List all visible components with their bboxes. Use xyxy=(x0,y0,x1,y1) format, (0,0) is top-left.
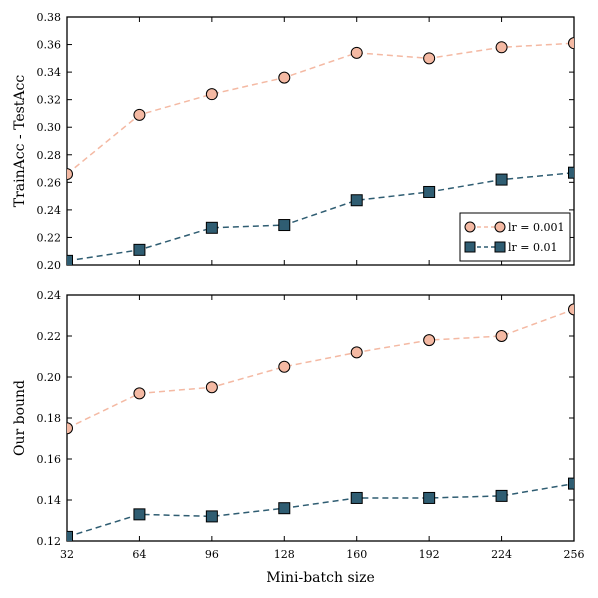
y-tick-label: 0.22 xyxy=(37,330,62,343)
data-point-square xyxy=(495,173,508,186)
data-point-circle xyxy=(423,52,436,65)
data-point-circle xyxy=(67,168,73,181)
data-point-circle xyxy=(568,303,574,316)
x-tick-label: 96 xyxy=(205,548,219,561)
data-point-circle xyxy=(495,330,508,342)
data-point-circle xyxy=(67,422,73,435)
data-point-square xyxy=(423,491,436,504)
data-point-square xyxy=(350,194,363,207)
y-tick-label: 0.38 xyxy=(37,11,62,24)
plot-frame xyxy=(66,16,575,266)
data-point-square xyxy=(423,185,436,198)
data-point-square xyxy=(568,166,574,179)
data-point-square xyxy=(67,530,73,541)
data-point-square xyxy=(568,477,574,490)
y-tick-label: 0.20 xyxy=(37,259,62,272)
x-axis-label: Mini-batch size xyxy=(266,570,375,586)
series-line xyxy=(67,42,574,175)
y-axis-label: TrainAcc - TestAcc xyxy=(12,75,28,208)
y-axis-label: Our bound xyxy=(12,380,28,456)
y-tick-label: 0.32 xyxy=(37,94,62,107)
x-tick-label: 128 xyxy=(274,548,295,561)
y-tick-label: 0.12 xyxy=(37,535,62,548)
data-point-circle xyxy=(133,108,146,121)
data-point-circle xyxy=(495,41,508,54)
data-point-square xyxy=(278,502,291,515)
data-point-circle xyxy=(350,46,363,59)
x-tick-label: 160 xyxy=(346,548,367,561)
legend-marker-circle xyxy=(494,221,506,233)
y-tick-label: 0.24 xyxy=(37,289,62,302)
data-point-circle xyxy=(205,88,218,101)
x-tick-label: 224 xyxy=(491,548,512,561)
data-point-circle xyxy=(133,387,146,400)
y-tick-label: 0.14 xyxy=(37,494,62,507)
y-tick-label: 0.22 xyxy=(37,231,62,244)
legend-box xyxy=(459,212,571,262)
series-line xyxy=(67,308,574,429)
legend-marker-square xyxy=(464,241,476,253)
legend: lr = 0.001 lr = 0.01 xyxy=(459,212,571,262)
plot-area xyxy=(67,303,574,541)
data-point-circle xyxy=(350,346,363,359)
data-point-square xyxy=(278,219,291,232)
data-point-circle xyxy=(568,37,574,50)
y-tick-label: 0.36 xyxy=(37,39,62,52)
bottom-chart-panel: 32 64 96 128 160 192 224 256 0.12 0.14 0.16 0.18 0.2… xyxy=(12,289,585,586)
data-point-circle xyxy=(278,360,291,373)
x-tick-label: 192 xyxy=(419,548,440,561)
y-tick-label: 0.20 xyxy=(37,371,62,384)
data-point-square xyxy=(205,510,218,523)
y-tick-label: 0.24 xyxy=(37,204,62,217)
data-point-circle xyxy=(423,334,436,347)
y-tick-label: 0.26 xyxy=(37,176,62,189)
legend-marker-circle xyxy=(464,221,476,233)
legend-marker-square xyxy=(494,241,506,253)
data-point-square xyxy=(133,243,146,256)
top-chart-panel: 0.20 0.22 0.24 0.26 0.28 0.30 0.32 0.34 0.36 0.38… xyxy=(12,11,575,272)
data-point-square xyxy=(67,254,73,265)
data-point-circle xyxy=(278,71,291,84)
y-tick-label: 0.30 xyxy=(37,121,62,134)
x-tick-label: 256 xyxy=(564,548,585,561)
y-tick-label: 0.28 xyxy=(37,149,62,162)
plot-area xyxy=(67,37,574,265)
data-point-circle xyxy=(205,381,218,394)
x-tick-label: 32 xyxy=(60,548,74,561)
series-line xyxy=(67,171,574,262)
data-point-square xyxy=(495,489,508,502)
legend-label: lr = 0.01 xyxy=(508,241,557,254)
legend-label: lr = 0.001 xyxy=(508,221,564,234)
y-tick-label: 0.16 xyxy=(37,453,62,466)
data-point-square xyxy=(205,221,218,234)
data-point-square xyxy=(350,491,363,504)
y-tick-label: 0.18 xyxy=(37,412,62,425)
x-tick-label: 64 xyxy=(132,548,146,561)
data-point-square xyxy=(133,508,146,521)
y-tick-label: 0.34 xyxy=(37,66,62,79)
